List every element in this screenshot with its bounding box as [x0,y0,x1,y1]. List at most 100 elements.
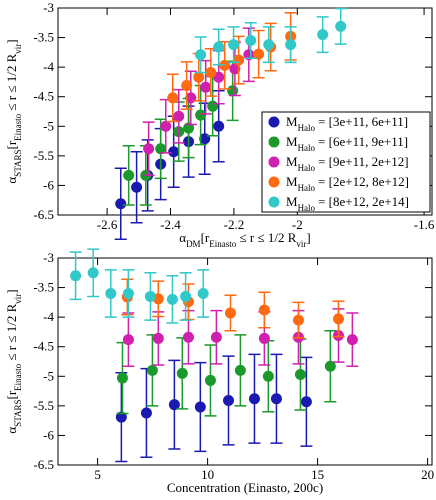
label-part: [r [201,230,210,245]
legend-box [261,111,431,213]
y-tick-label: -3.5 [33,30,54,45]
x-tick-label: 5 [94,467,101,482]
legend-marker [268,176,280,188]
label-part: vir [13,294,23,304]
y-tick-label: -4.5 [33,339,54,354]
point [243,49,255,61]
point [292,314,304,326]
legend-name: = [8e+12, 2e+14] [318,194,409,209]
point [263,39,275,51]
point [122,287,134,299]
point [294,369,306,381]
y-tick-label: -5 [43,368,54,383]
point [262,370,274,382]
legend-symbol-sub: Halo [298,163,316,173]
legend-symbol-sub: Halo [298,143,316,153]
x-tick-label: 20 [421,467,434,482]
point [258,332,270,344]
y-tick-label: -3 [43,250,54,265]
y-tick-label: -5.5 [33,148,54,163]
legend-label: MHalo = [2e+12, 8e+12] [286,174,409,193]
point [270,393,282,405]
point [140,407,152,419]
legend: MHalo = [3e+11, 6e+11]MHalo = [6e+11, 9e+1… [261,111,431,213]
point [317,29,329,41]
x-tick-label: -2.2 [224,217,245,232]
legend-symbol: M [286,154,298,169]
legend-label: MHalo = [3e+11, 6e+11] [286,114,408,133]
label-part: ≤ r ≤ 1/2 R [4,53,19,113]
point [285,39,297,51]
point [181,79,193,91]
label-part: [r [4,140,19,149]
y-tick-label: -3.5 [33,280,54,295]
point [219,59,231,71]
point [228,39,240,51]
legend-marker [268,136,280,148]
y-tick-label: -4.5 [33,89,54,104]
y-tick-label: -5.5 [33,398,54,413]
point [204,374,216,386]
point [197,287,209,299]
y-tick-label: -5 [43,118,54,133]
label-part: ] [4,289,19,293]
point [131,181,143,193]
point [155,143,167,155]
x-tick-label: -2.4 [160,217,181,232]
point [87,267,99,279]
legend-symbol: M [286,114,298,129]
label-part: DM [186,239,201,249]
label-part: Einasto [13,113,23,140]
point [182,331,194,343]
legend-symbol-sub: Halo [298,123,316,133]
y-tick-label: -6 [43,177,54,192]
y-tick-label: -6 [43,427,54,442]
point [116,372,128,384]
point [168,146,180,158]
point [115,411,127,423]
label-part: vir [296,239,306,249]
label-part: [r [4,390,19,399]
label-part: ≤ r ≤ 1/2 R [4,303,19,363]
legend-name: = [6e+11, 9e+11] [318,134,408,149]
point [152,332,164,344]
point [207,100,219,112]
point [224,307,236,319]
panel: -3 -3.5 -4 -4.5 -5 -5.5 -6 -6.5 -2.6 -2.4 -2.2 -2 -1… [4,0,435,249]
label-part: ] [306,230,310,245]
point [324,360,336,372]
point [253,48,265,60]
point [213,120,225,132]
point [258,304,270,316]
label-part: ≤ r ≤ 1/2 R [236,230,296,245]
x-axis-label: αDM[rEinasto ≤ r ≤ 1/2 Rvir] [179,230,310,249]
point [105,287,117,299]
legend-name: = [3e+11, 6e+11] [318,114,408,129]
plot-frame [57,7,433,216]
legend-marker [268,156,280,168]
point [173,110,185,122]
point [195,109,207,121]
x-tick-label: -1.6 [414,217,435,232]
y-tick-label: -6.5 [33,457,54,472]
label-part: STARS [13,400,23,427]
point [195,49,207,61]
legend-symbol: M [286,194,298,209]
point [167,92,179,104]
label-part: α [4,177,19,184]
point [227,85,239,97]
point [70,270,82,282]
point [205,66,217,78]
legend-label: MHalo = [9e+11, 2e+12] [286,154,409,173]
x-tick-label: 10 [201,467,214,482]
point [180,290,192,302]
legend-symbol: M [286,134,298,149]
y-axis-label: αSTARS[rEinasto ≤ r ≤ 1/2 Rvir] [4,39,23,183]
point [300,396,312,408]
label-part: Concentration (Einasto, 200c) [167,480,323,495]
point [248,393,260,405]
panel: -3 -3.5 -4 -4.5 -5 -5.5 -6 -6.5 5 10 15 20 Concentra… [4,248,434,495]
point [245,35,257,47]
point [122,334,134,346]
